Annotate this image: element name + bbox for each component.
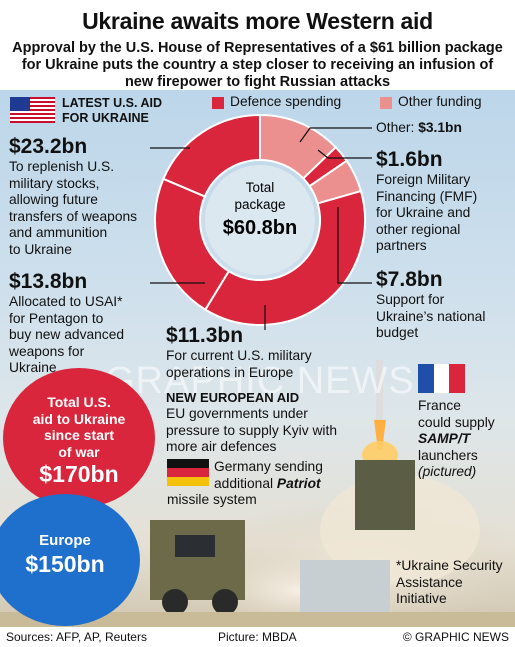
total-europe-bubble: Europe $150bn	[0, 494, 140, 626]
launcher-photo	[0, 360, 515, 627]
aid-heading: LATEST U.S. AID FOR UKRAINE	[62, 96, 162, 125]
donut-center-label-2: package	[234, 197, 285, 212]
total-us-bubble: Total U.S. aid to Ukraine since start of w…	[3, 368, 155, 508]
donut-center-value: $60.8bn	[223, 217, 297, 239]
legend-label-defence: Defence spending	[230, 94, 342, 109]
item-usai: $13.8bn Allocated to USAI* for Pentagon t…	[9, 270, 125, 375]
footer-picture: Picture: MBDA	[218, 630, 297, 644]
legend-swatch-defence	[212, 97, 224, 109]
item-fmf: $1.6bn Foreign Military Financing (FMF) f…	[376, 148, 478, 253]
legend-label-other: Other funding	[398, 94, 482, 109]
germany-note: Germany sending additional Patriot	[214, 459, 323, 491]
footer-sources: Sources: AFP, AP, Reuters	[6, 630, 147, 644]
item-replenish: $23.2bn To replenish U.S. military stocks…	[9, 135, 138, 257]
donut-center-label-1: Total	[246, 180, 275, 195]
page-title: Ukraine awaits more Western aid	[82, 8, 433, 34]
page-subtitle: Approval by the U.S. House of Representa…	[12, 40, 503, 90]
france-note: France could supply SAMP/T launchers (pic…	[418, 398, 495, 479]
item-other: Other: $3.1bn	[376, 120, 462, 135]
donut-center	[205, 165, 315, 275]
item-europe-ops: $11.3bn For current U.S. military operati…	[166, 324, 312, 380]
legend-swatch-other	[380, 97, 392, 109]
item-ukraine-budget: $7.8bn Support for Ukraine’s national bud…	[376, 268, 486, 340]
european-aid: NEW EUROPEAN AID EU governments under pre…	[166, 390, 337, 454]
germany-flag-icon	[167, 459, 209, 486]
aid-donut-chart: Total package $60.8bn	[154, 113, 366, 326]
donut-segment-europe_ops	[162, 113, 261, 198]
footer-copyright: © GRAPHIC NEWS	[402, 630, 509, 644]
germany-note-line-3: missile system	[167, 492, 257, 507]
france-flag-icon	[418, 364, 466, 393]
us-flag-icon	[10, 97, 55, 123]
watermark-text: GRAPHIC NEWS	[105, 360, 415, 402]
footnote: *Ukraine Security Assistance Initiative	[396, 558, 503, 606]
